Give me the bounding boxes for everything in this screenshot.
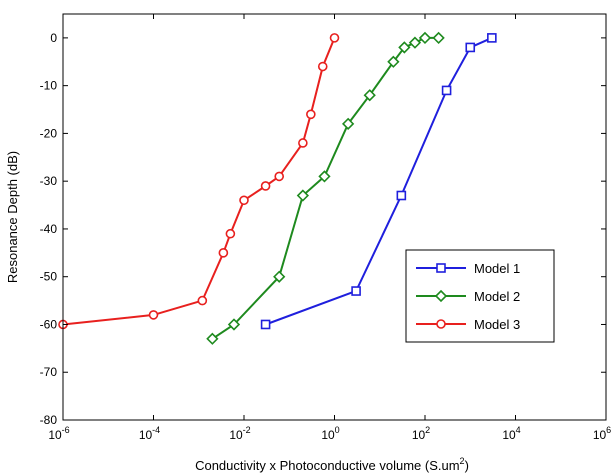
legend: Model 1 Model 2 Model 3: [405, 249, 555, 343]
model-2-point: [273, 270, 286, 283]
x-axis-label: Conductivity x Photoconductive volume (S…: [195, 456, 469, 473]
model-3-point: [306, 109, 316, 120]
model-2-point: [418, 31, 432, 45]
x-axis-label-end: ): [465, 458, 469, 473]
y-tick-label: -40: [40, 222, 58, 236]
model-2-point: [227, 318, 241, 331]
legend-model-2-marker: [434, 289, 448, 303]
model-2-point: [432, 31, 445, 45]
model-2-point: [296, 189, 310, 202]
x-tick-label: 102: [412, 425, 430, 442]
model-3-point: [298, 138, 308, 148]
model-1-point: [441, 85, 452, 96]
y-tick-label: -20: [40, 126, 58, 140]
model-2-point: [341, 117, 355, 130]
model-3-point: [218, 248, 229, 258]
x-tick-label: 10-6: [48, 425, 69, 442]
x-tick-label: 104: [502, 425, 520, 442]
legend-model-2-label: Model 2: [474, 289, 520, 304]
legend-model-1-label: Model 1: [474, 261, 520, 276]
model-1-point: [465, 42, 476, 53]
model-2-point: [318, 170, 331, 183]
y-tick-label: -60: [40, 317, 58, 331]
model-1-point: [487, 33, 497, 43]
model-2-point: [387, 55, 400, 68]
plot-background: [63, 14, 606, 420]
model-3-point: [225, 228, 236, 239]
x-tick-label: 100: [321, 425, 339, 442]
x-tick-label: 106: [593, 425, 611, 442]
legend-model-1-marker: [436, 263, 446, 273]
model-3-point: [274, 171, 285, 182]
model-3-point: [239, 195, 249, 206]
model-3-point: [148, 310, 159, 320]
model-3-line: [62, 37, 336, 326]
y-axis-ticks: 0 -10 -20 -30 -40 -50 -60 -70 -80: [40, 31, 606, 427]
y-tick-label: 0: [50, 31, 57, 45]
y-tick-label: -30: [40, 174, 58, 188]
y-tick-label: -50: [40, 270, 58, 284]
model-2-point: [398, 41, 411, 54]
x-axis-ticks: 10-6 10-4 10-2 100 102 104 106: [48, 14, 611, 442]
x-tick-label: 10-2: [229, 425, 250, 442]
model-2-point: [206, 332, 219, 345]
y-axis-label: Resonance Depth (dB): [5, 151, 20, 283]
legend-model-3-marker: [436, 319, 446, 329]
model-1-point: [396, 190, 407, 201]
model-3-point: [329, 33, 340, 43]
model-3-point: [260, 181, 271, 191]
x-tick-label: 10-4: [139, 425, 160, 442]
model-3-point: [197, 295, 208, 306]
model-2-point: [408, 36, 422, 49]
model-3-point: [317, 61, 328, 72]
model-2-point: [363, 89, 376, 102]
y-tick-label: -10: [40, 79, 58, 93]
model-1-point: [260, 319, 271, 330]
legend-model-3-label: Model 3: [474, 317, 520, 332]
x-axis-label-sup: 2: [460, 456, 465, 466]
y-tick-label: -70: [40, 365, 58, 379]
series-marks: [58, 31, 497, 345]
x-axis-label-main: Conductivity x Photoconductive volume (S…: [195, 458, 459, 473]
model-1-point: [351, 286, 361, 296]
y-tick-label: -80: [40, 413, 58, 427]
